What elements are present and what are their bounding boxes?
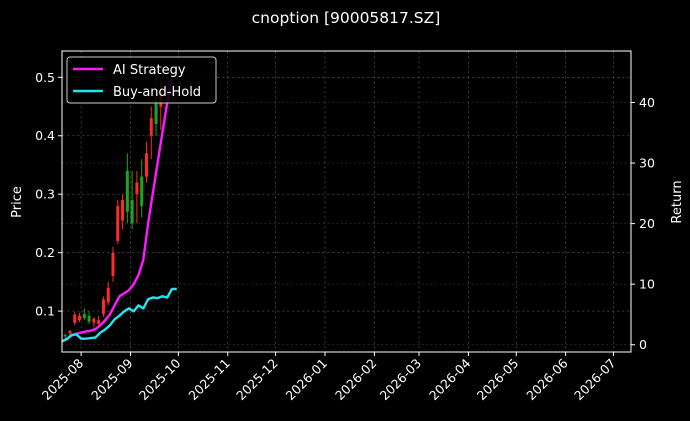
y-tick-label-right: 20 <box>639 216 655 231</box>
candle-body <box>144 153 148 177</box>
candle-body <box>125 170 129 212</box>
candle-body <box>149 118 153 136</box>
candle-body <box>92 318 96 323</box>
y-tick-label-left: 0.5 <box>35 70 55 85</box>
candle-body <box>111 252 115 277</box>
y-tick-label-left: 0.1 <box>35 304 55 319</box>
legend-box <box>66 56 217 104</box>
candle-body <box>154 100 158 125</box>
candle-body <box>82 314 86 319</box>
y-tick-label-right: 40 <box>639 95 655 110</box>
y-tick-label-right: 10 <box>639 277 655 292</box>
legend-label-buy-and-hold: Buy-and-Hold <box>113 85 201 100</box>
y-tick-label-left: 0.4 <box>35 128 55 143</box>
ai-strategy-line <box>61 68 178 343</box>
y-tick-label-right: 30 <box>639 156 655 171</box>
buy-and-hold-line <box>61 287 177 343</box>
y-axis-label-left: Price <box>10 186 25 218</box>
candle-body <box>116 205 120 241</box>
candle-body <box>130 200 134 224</box>
series-lines <box>61 68 178 343</box>
candle-body <box>63 335 67 337</box>
candle-body <box>68 330 72 334</box>
y-tick-label-left: 0.3 <box>35 187 55 202</box>
candle-body <box>101 299 105 315</box>
y-axis-label-right: Return <box>670 180 685 223</box>
chart-title: cnoption [90005817.SZ] <box>252 9 441 27</box>
candle-body <box>135 182 139 195</box>
candle-body <box>87 315 91 322</box>
candle-body <box>73 314 77 323</box>
candle-body <box>121 200 125 221</box>
legend: AI Strategy Buy-and-Hold <box>66 56 217 104</box>
legend-label-ai-strategy: AI Strategy <box>113 63 186 78</box>
candle-body <box>140 176 144 206</box>
candle-body <box>78 315 82 320</box>
y-tick-label-left: 0.2 <box>35 245 55 260</box>
plot-area-frame <box>61 50 632 353</box>
candle-body <box>97 319 101 324</box>
y-tick-label-right: 0 <box>639 337 647 352</box>
candles <box>63 65 163 338</box>
candle-body <box>106 287 110 303</box>
